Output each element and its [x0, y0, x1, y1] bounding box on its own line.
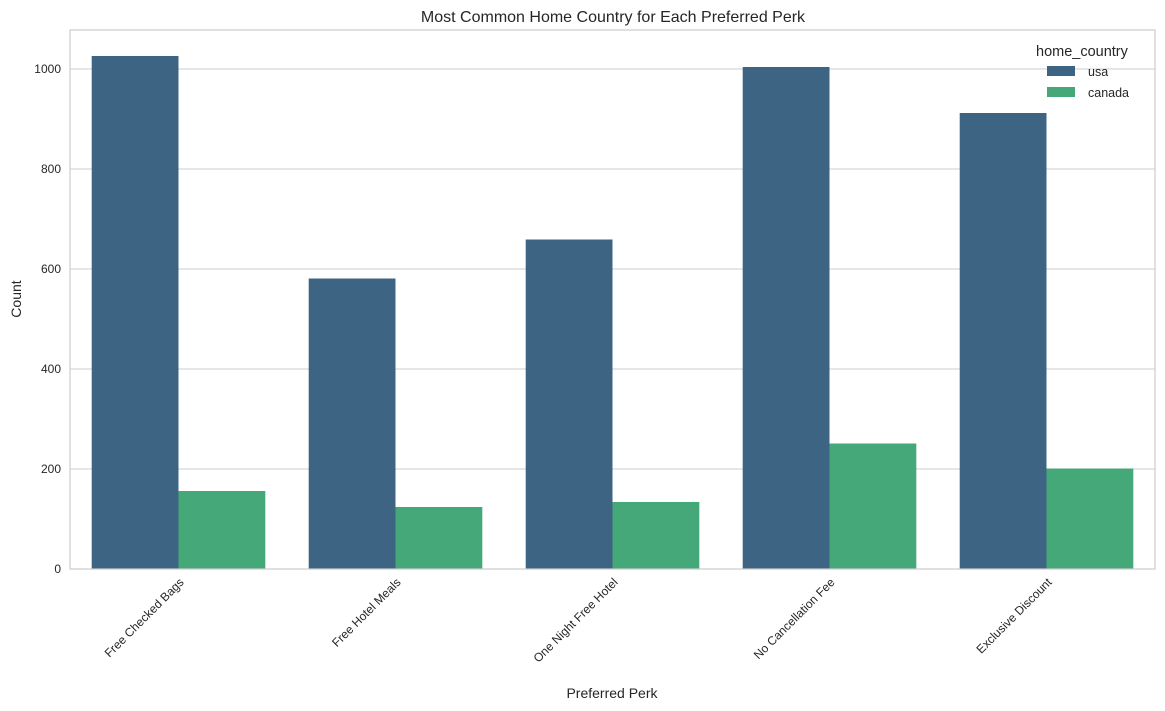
bar-usa-one-night-free-hotel: [525, 239, 613, 569]
x-tick-label: Exclusive Discount: [974, 575, 1056, 657]
bar-canada-no-cancellation-fee: [829, 443, 917, 569]
bar-usa-free-hotel-meals: [308, 278, 396, 569]
legend-label-canada: canada: [1088, 86, 1129, 100]
legend-swatch-canada: [1047, 87, 1075, 97]
x-tick-label: Free Checked Bags: [102, 575, 187, 660]
x-tick-label: No Cancellation Fee: [751, 575, 838, 662]
bar-usa-free-checked-bags: [91, 56, 179, 569]
x-axis-label: Preferred Perk: [566, 685, 658, 701]
bar-canada-free-checked-bags: [178, 491, 266, 569]
legend: home_country usa canada: [1036, 44, 1129, 100]
y-tick-label: 1000: [34, 62, 61, 76]
bar-canada-exclusive-discount: [1046, 468, 1134, 569]
x-tick-label: Free Hotel Meals: [329, 575, 404, 650]
y-tick-label: 600: [41, 262, 61, 276]
bar-usa-no-cancellation-fee: [742, 67, 830, 569]
chart-title: Most Common Home Country for Each Prefer…: [421, 9, 806, 26]
x-tick-labels: Free Checked Bags Free Hotel Meals One Nig…: [102, 575, 1055, 666]
y-tick-label: 400: [41, 362, 61, 376]
legend-title: home_country: [1036, 44, 1129, 60]
y-tick-label: 200: [41, 462, 61, 476]
y-tick-label: 800: [41, 162, 61, 176]
y-tick-labels: 0 200 400 600 800 1000: [34, 62, 61, 576]
legend-label-usa: usa: [1088, 65, 1108, 79]
plot-frame: [69, 29, 1156, 570]
y-axis-label: Count: [8, 280, 24, 317]
bars: [91, 56, 1134, 569]
x-tick-label: One Night Free Hotel: [531, 575, 621, 665]
bar-usa-exclusive-discount: [959, 113, 1047, 569]
legend-swatch-usa: [1047, 66, 1075, 76]
bar-canada-one-night-free-hotel: [612, 502, 700, 569]
y-tick-label: 0: [54, 562, 61, 576]
bar-canada-free-hotel-meals: [395, 507, 483, 569]
